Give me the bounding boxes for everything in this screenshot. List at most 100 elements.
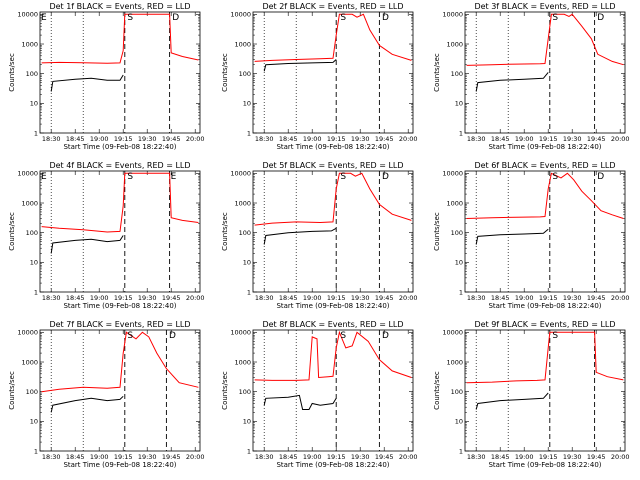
events-series-line [475, 72, 549, 92]
y-tick-label: 100 [239, 70, 251, 78]
y-tick-label: 10 [455, 259, 463, 267]
y-axis-title: Counts/sec [433, 212, 441, 251]
panel-title: Det 8f BLACK = Events, RED = LLD [262, 320, 403, 329]
y-tick-label: 10000 [442, 170, 463, 178]
y-axis-title: Counts/sec [433, 53, 441, 92]
event-marker-label: E [41, 13, 47, 23]
x-tick-label: 19:30 [138, 453, 157, 461]
y-tick-label: 10 [30, 418, 38, 426]
plot-frame [464, 329, 626, 452]
plot-frame [464, 170, 626, 293]
x-tick-label: 19:30 [563, 453, 582, 461]
y-tick-label: 10000 [17, 11, 38, 19]
x-tick-label: 19:00 [90, 135, 109, 143]
x-tick-label: 18:45 [66, 453, 85, 461]
x-tick-label: 19:30 [563, 135, 582, 143]
x-tick-label: 18:30 [255, 135, 274, 143]
event-marker-label: E [41, 172, 47, 182]
x-tick-label: 19:30 [563, 294, 582, 302]
x-tick-label: 19:15 [539, 453, 558, 461]
panel-det-2: Det 2f BLACK = Events, RED = LLD 1 10 100 10… [221, 2, 418, 151]
x-tick-label: 18:30 [42, 294, 61, 302]
y-tick-label: 100 [26, 388, 38, 396]
event-marker-label: S [552, 172, 558, 182]
y-tick-label: 100 [451, 229, 463, 237]
y-tick-label: 1 [34, 447, 38, 455]
panel-det-7: Det 7f BLACK = Events, RED = LLD 1 10 100 10… [8, 320, 205, 469]
events-series-line [475, 392, 549, 410]
y-tick-label: 10000 [442, 11, 463, 19]
x-tick-label: 20:00 [399, 294, 418, 302]
x-tick-label: 18:30 [42, 453, 61, 461]
x-tick-label: 19:15 [114, 294, 133, 302]
y-tick-label: 1 [247, 129, 251, 137]
y-axis-title: Counts/sec [8, 53, 16, 92]
x-tick-label: 19:45 [162, 453, 181, 461]
lld-series-line [466, 331, 624, 384]
event-marker-label: D [597, 13, 604, 23]
x-tick-label: 20:00 [399, 453, 418, 461]
y-tick-label: 1 [459, 288, 463, 296]
panel-title: Det 3f BLACK = Events, RED = LLD [474, 2, 615, 11]
y-tick-label: 10 [243, 418, 251, 426]
x-tick-label: 19:15 [114, 135, 133, 143]
x-tick-label: 20:00 [399, 135, 418, 143]
x-tick-label: 19:15 [539, 135, 558, 143]
event-marker-label: S [552, 331, 558, 341]
panel-det-4: Det 4f BLACK = Events, RED = LLD 1 10 100 10… [8, 161, 205, 310]
panel-det-9: Det 9f BLACK = Events, RED = LLD 1 10 100 10… [433, 320, 630, 469]
y-tick-label: 10 [455, 100, 463, 108]
panel-det-5: Det 5f BLACK = Events, RED = LLD 1 10 100 10… [221, 161, 418, 310]
event-marker-label: S [127, 331, 133, 341]
y-tick-label: 10 [455, 418, 463, 426]
x-tick-label: 20:00 [186, 135, 205, 143]
x-tick-label: 19:00 [303, 294, 322, 302]
x-tick-label: 20:00 [186, 294, 205, 302]
y-axis-title: Counts/sec [433, 371, 441, 410]
events-series-line [263, 59, 337, 72]
x-axis-title: Start Time (09-Feb-08 18:22:40) [488, 302, 601, 310]
x-tick-label: 19:15 [327, 453, 346, 461]
x-tick-label: 18:45 [66, 294, 85, 302]
y-tick-label: 1000 [446, 358, 463, 366]
y-tick-label: 1000 [21, 358, 38, 366]
x-tick-label: 18:45 [279, 294, 298, 302]
event-marker-label: S [340, 13, 346, 23]
x-tick-label: 19:00 [515, 135, 534, 143]
x-axis-title: Start Time (09-Feb-08 18:22:40) [63, 302, 176, 310]
y-tick-label: 1000 [21, 199, 38, 207]
event-marker-label: D [597, 172, 604, 182]
event-marker-label: D [169, 331, 176, 341]
panel-det-1: Det 1f BLACK = Events, RED = LLD 1 10 100 10… [8, 2, 205, 151]
plot-frame [39, 11, 201, 134]
y-tick-label: 10000 [230, 170, 251, 178]
x-tick-label: 18:45 [279, 135, 298, 143]
panel-title: Det 9f BLACK = Events, RED = LLD [474, 320, 615, 329]
x-tick-label: 19:45 [162, 135, 181, 143]
x-tick-label: 20:00 [611, 135, 630, 143]
x-tick-label: 19:30 [138, 294, 157, 302]
y-tick-label: 10000 [17, 170, 38, 178]
x-tick-label: 19:15 [114, 453, 133, 461]
panel-det-6: Det 6f BLACK = Events, RED = LLD 1 10 100 10… [433, 161, 630, 310]
plot-frame [252, 329, 414, 452]
x-tick-label: 19:15 [539, 294, 558, 302]
event-marker-label: D [382, 331, 389, 341]
x-tick-label: 20:00 [611, 294, 630, 302]
panel-title: Det 2f BLACK = Events, RED = LLD [262, 2, 403, 11]
y-tick-label: 1000 [234, 40, 251, 48]
x-tick-label: 18:30 [255, 294, 274, 302]
plot-frame [464, 11, 626, 134]
event-marker-label: D [382, 13, 389, 23]
x-tick-label: 19:45 [375, 135, 394, 143]
y-tick-label: 10 [30, 100, 38, 108]
panel-title: Det 7f BLACK = Events, RED = LLD [49, 320, 190, 329]
y-tick-label: 100 [451, 70, 463, 78]
y-tick-label: 1 [459, 129, 463, 137]
y-tick-label: 1 [459, 447, 463, 455]
x-tick-label: 19:30 [138, 135, 157, 143]
x-tick-label: 19:00 [90, 294, 109, 302]
y-tick-label: 100 [451, 388, 463, 396]
y-tick-label: 1 [247, 447, 251, 455]
panel-title: Det 5f BLACK = Events, RED = LLD [262, 161, 403, 170]
